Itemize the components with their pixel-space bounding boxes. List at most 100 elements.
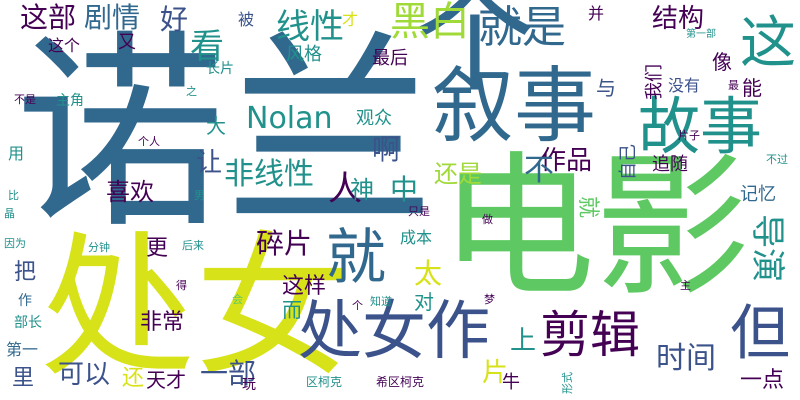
word-meiyou: 没有 xyxy=(668,76,701,95)
word-shen: 神 xyxy=(350,176,374,204)
word-hai: 还 xyxy=(122,366,145,391)
word-heibai: 黑白 xyxy=(390,0,470,45)
word-feichang: 非常 xyxy=(140,310,185,335)
word-jiyi: 记忆 xyxy=(740,184,776,205)
word-zhishi: 只是 xyxy=(408,205,430,218)
word-meng: 梦 xyxy=(484,293,495,306)
word-ba: 把 xyxy=(14,260,37,285)
word-jiegou: 结构 xyxy=(652,4,705,34)
word-chengben: 成本 xyxy=(400,228,433,247)
word-kan: 看 xyxy=(190,27,224,67)
word-keyi: 可以 xyxy=(58,360,111,390)
word-pianzi: 片子 xyxy=(678,129,700,142)
word-zhuisui: 追随 xyxy=(652,154,688,175)
word-yong: 用 xyxy=(8,144,25,163)
word-buguo: 不过 xyxy=(766,153,788,166)
word-zhidao: 知道 xyxy=(370,295,392,308)
word-rang: 让 xyxy=(196,148,223,178)
word-hao: 好 xyxy=(160,3,189,36)
word-zhege: 这个 xyxy=(48,36,81,55)
word-yinwei: 因为 xyxy=(4,237,26,250)
word-ge: 个 xyxy=(415,0,535,109)
word-zuo2: 做 xyxy=(482,213,493,226)
word-jianji: 剪辑 xyxy=(540,306,640,364)
word-gushi: 故事 xyxy=(638,90,763,163)
word-chunvzuo: 处女作 xyxy=(298,295,490,369)
word-fenzhong: 分钟 xyxy=(88,241,110,254)
word-bu: 不 xyxy=(524,153,554,188)
word-zhebu: 这部 xyxy=(20,1,77,34)
word-niu: 牛 xyxy=(502,372,520,393)
word-de: 得 xyxy=(176,279,187,292)
word-zuo: 作 xyxy=(18,293,32,309)
word-geng: 更 xyxy=(146,236,169,261)
word-yu: 与 xyxy=(596,76,616,100)
word-yibu: 一部 xyxy=(200,357,257,390)
word-shang: 上 xyxy=(510,326,537,356)
word-li: 里 xyxy=(12,366,35,391)
word-hui: 会 xyxy=(232,293,243,306)
word-nan: 男 xyxy=(194,189,205,202)
word-jiushi: 就是 xyxy=(478,2,566,53)
word-zhe-big: 这 xyxy=(740,11,796,76)
word-jiu-small: 就 xyxy=(575,196,600,219)
word-dianying: 电影 xyxy=(440,137,750,318)
word-you: 又 xyxy=(118,32,136,53)
word-pian: 片 xyxy=(482,358,509,388)
word-xianxing: 线性 xyxy=(276,7,344,47)
word-daoyan: 导演 xyxy=(747,214,787,282)
word-zhu: 主 xyxy=(680,279,691,292)
word-xushi: 叙事 xyxy=(432,59,597,154)
word-bushi: 不是 xyxy=(14,93,36,106)
word-dui: 对 xyxy=(414,290,434,314)
word-xiqukeke: 希区柯克 xyxy=(376,375,425,389)
word-zhujue: 主角 xyxy=(56,93,84,109)
word-wan: 玩 xyxy=(242,377,256,393)
word-guanzhong: 观众 xyxy=(356,108,392,129)
word-haishi: 还是 xyxy=(434,160,482,188)
word-chunv: 处女 xyxy=(40,217,350,398)
word-jiu-big: 就 xyxy=(326,223,386,293)
word-feixianxing: 非线性 xyxy=(224,157,314,192)
word-diyi: 第一 xyxy=(6,340,39,359)
word-buzhang: 部长 xyxy=(14,315,42,331)
word-geren: 个人 xyxy=(138,135,160,148)
word-zuihou: 最后 xyxy=(372,48,408,69)
word-houlai: 后来 xyxy=(182,239,204,252)
word-zheyang: 这样 xyxy=(282,274,327,299)
word-neng: 能 xyxy=(742,76,762,100)
word-zui: 最 xyxy=(728,79,739,92)
word-zuopin: 作品 xyxy=(540,146,593,176)
word-ren: 人 xyxy=(328,169,362,209)
word-changpian: 长片 xyxy=(206,61,234,77)
word-ziji: 自己 xyxy=(618,144,639,180)
word-yidian: 一点 xyxy=(740,368,785,393)
word-dan: 但 xyxy=(730,299,790,369)
word-nolan: Nolan xyxy=(246,101,333,136)
word-bing: 并 xyxy=(588,4,605,23)
word-nuolan: 诺兰 xyxy=(15,12,436,257)
word-jing: 晶 xyxy=(4,207,15,220)
word-zhong: 中 xyxy=(390,173,419,206)
word-diyibu: 第一部 xyxy=(686,29,716,40)
word-fengge: 风格 xyxy=(286,44,322,65)
word-xingshi: 形式 xyxy=(561,372,574,394)
word-a: 啊 xyxy=(372,133,401,166)
word-zhi: 之 xyxy=(186,85,197,98)
word-qukeke: 区柯克 xyxy=(306,375,343,389)
word-shijian: 时间 xyxy=(656,341,716,376)
word-bi: 比 xyxy=(8,189,19,202)
word-er: 而 xyxy=(282,298,302,322)
word-juqing: 剧情 xyxy=(84,1,141,34)
word-ge-small: 个 xyxy=(352,299,363,312)
word-cai: 才 xyxy=(342,10,359,29)
word-xihuan: 喜欢 xyxy=(106,178,154,206)
word-tai: 太 xyxy=(414,257,443,290)
word-xiang: 像 xyxy=(712,50,732,74)
word-tiancai: 天才 xyxy=(146,368,186,392)
word-da: 大 xyxy=(206,114,226,138)
word-women: 我们 xyxy=(644,64,665,100)
word-bei: 被 xyxy=(238,10,255,29)
word-suipian: 碎片 xyxy=(256,227,313,260)
